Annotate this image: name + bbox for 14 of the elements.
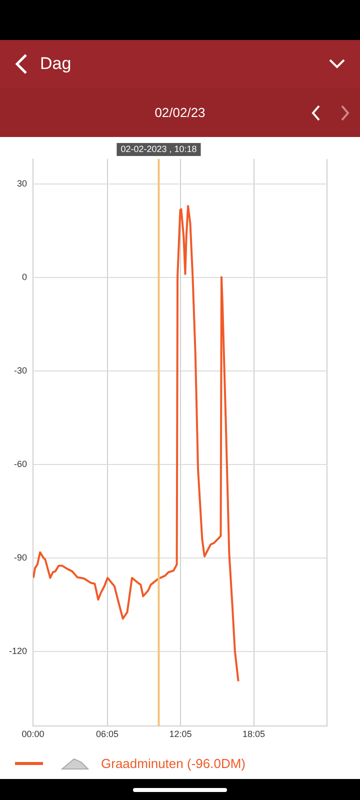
y-tick-label: 0 bbox=[22, 272, 27, 282]
x-tick-label: 06:05 bbox=[96, 729, 119, 740]
y-tick-label: -120 bbox=[8, 646, 27, 656]
chart-title: Dag bbox=[40, 54, 72, 74]
ref-line-label: 02-02-2023 , 10:18 bbox=[120, 144, 197, 154]
x-tick-label: 12:05 bbox=[169, 729, 192, 740]
text: Graadminuten (-96.0DM) bbox=[101, 756, 246, 770]
y-tick-label: -60 bbox=[14, 458, 27, 469]
x-tick-label: 00:00 bbox=[22, 729, 44, 740]
chart-subtitle: 02/02/23 bbox=[154, 105, 206, 120]
y-tick-label: -90 bbox=[14, 552, 27, 562]
y-tick-label: -30 bbox=[14, 365, 27, 376]
x-tick-label: 18:05 bbox=[242, 729, 266, 740]
y-tick-label: 30 bbox=[16, 178, 27, 188]
